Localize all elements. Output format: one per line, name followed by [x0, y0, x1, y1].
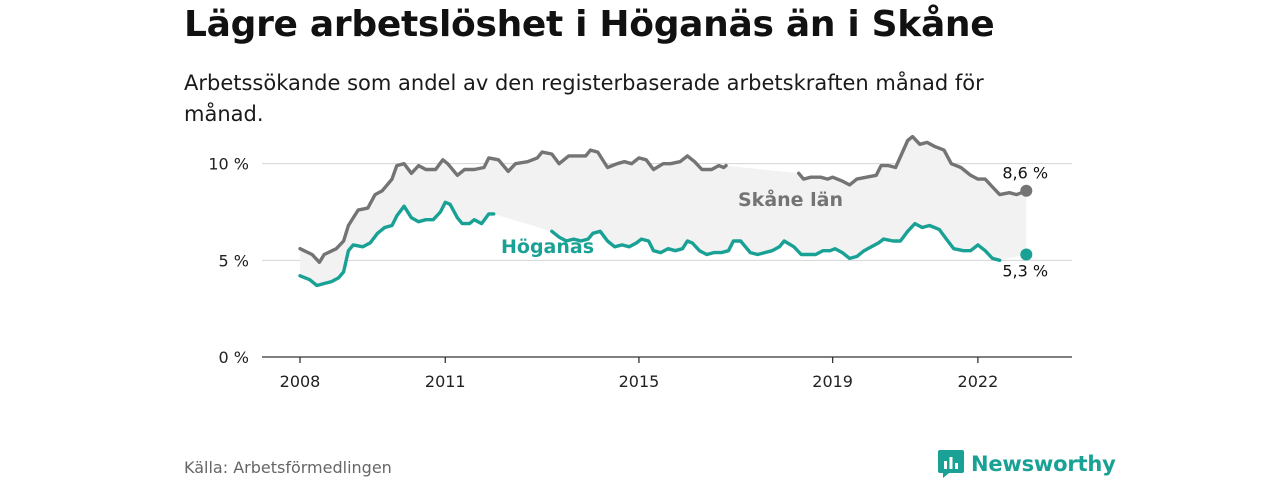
skane-lan-series-label: Skåne län [738, 187, 843, 211]
x-tick-label: 2019 [812, 372, 853, 391]
skane-lan-line-segment-1 [797, 134, 1028, 197]
hoganas-end-label: 5,3 % [1002, 262, 1048, 281]
skane-lan-end-label: 8,6 % [1002, 164, 1048, 183]
brand-name: Newsworthy [971, 452, 1116, 476]
y-tick-label: 5 % [219, 251, 249, 270]
skane-lan-end-point [1020, 184, 1033, 197]
hoganas-line-segment-1 [550, 221, 1002, 262]
x-tick-label: 2011 [425, 372, 466, 391]
hoganas-series-label: Höganäs [501, 236, 594, 258]
source-note: Källa: Arbetsförmedlingen [184, 458, 392, 477]
hoganas-end-point [1020, 248, 1033, 261]
newsworthy-logo[interactable]: Newsworthy [937, 449, 1116, 479]
x-tick-label: 2015 [619, 372, 660, 391]
x-tick-label: 2022 [958, 372, 999, 391]
y-tick-label: 0 % [219, 348, 249, 367]
x-tick-label: 2008 [280, 372, 321, 391]
hoganas-line-segment-0 [298, 200, 496, 288]
gap-band [300, 136, 1027, 286]
chart-subtitle: Arbetssökande som andel av den registerb… [184, 71, 984, 126]
skane-lan-line-segment-0 [298, 148, 728, 264]
chart-title: Lägre arbetslöshet i Höganäs än i Skåne [184, 4, 995, 45]
y-tick-label: 10 % [208, 155, 249, 174]
newsworthy-logo-icon [938, 450, 964, 478]
